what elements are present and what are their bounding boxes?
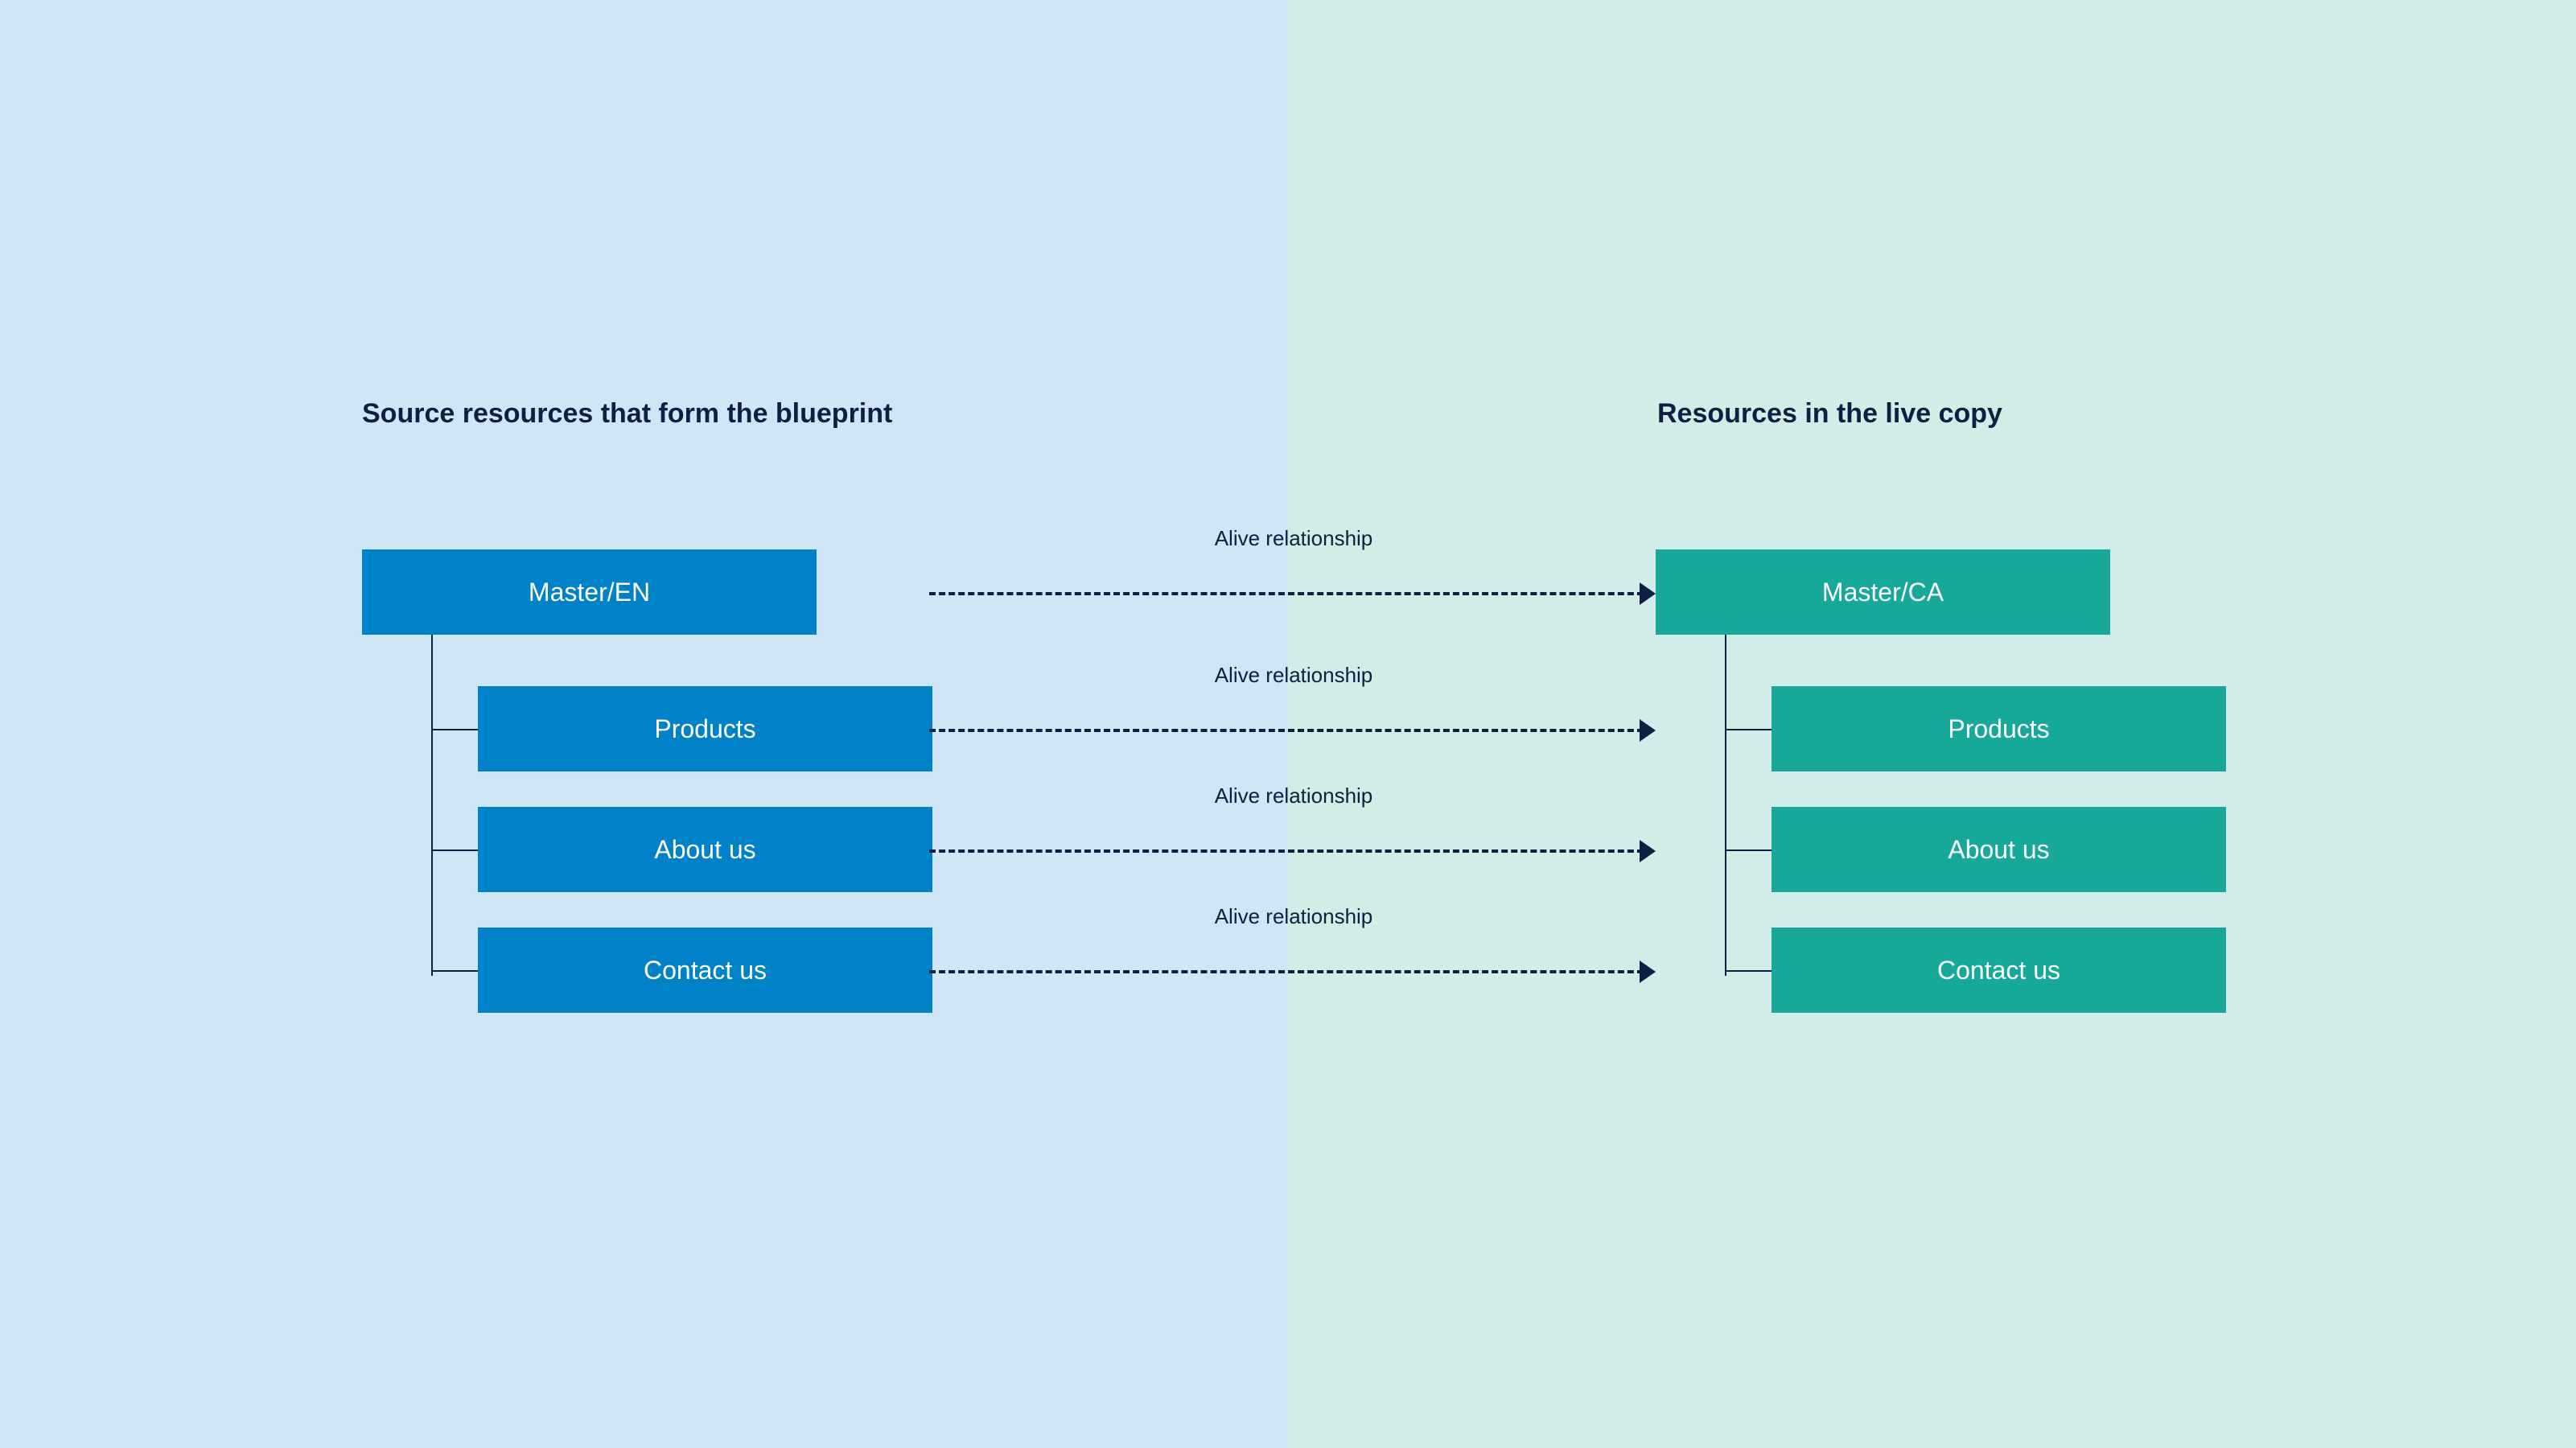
relationship-arrowhead-root xyxy=(1640,582,1656,605)
relationship-label-contact: Alive relationship xyxy=(1157,904,1430,929)
node-about-right[interactable]: About us xyxy=(1772,807,2226,892)
node-about-left-label: About us xyxy=(654,835,755,865)
tree-connector-branch-about-right xyxy=(1725,849,1772,851)
tree-connector-branch-products-right xyxy=(1725,729,1772,730)
relationship-arrowhead-products xyxy=(1640,719,1656,742)
node-master-ca-label: Master/CA xyxy=(1822,578,1944,607)
relationship-arrowhead-about xyxy=(1640,840,1656,862)
relationship-label-root: Alive relationship xyxy=(1157,526,1430,551)
node-contact-left[interactable]: Contact us xyxy=(478,928,932,1013)
node-contact-left-label: Contact us xyxy=(644,956,767,985)
relationship-arrow-root xyxy=(929,592,1653,595)
tree-connector-branch-contact-right xyxy=(1725,970,1772,972)
node-products-right-label: Products xyxy=(1948,714,2049,744)
node-about-left[interactable]: About us xyxy=(478,807,932,892)
node-contact-right-label: Contact us xyxy=(1937,956,2060,985)
tree-connector-branch-products-left xyxy=(431,729,478,730)
relationship-label-about: Alive relationship xyxy=(1157,784,1430,808)
relationship-label-products: Alive relationship xyxy=(1157,663,1430,688)
right-panel-title: Resources in the live copy xyxy=(1657,398,2002,430)
node-master-en-label: Master/EN xyxy=(529,578,650,607)
diagram-canvas: Source resources that form the blueprint… xyxy=(0,0,2576,1448)
node-master-ca[interactable]: Master/CA xyxy=(1656,549,2110,635)
relationship-arrow-contact xyxy=(929,970,1653,973)
relationship-arrowhead-contact xyxy=(1640,961,1656,983)
left-panel-title: Source resources that form the blueprint xyxy=(362,398,892,430)
tree-connector-vertical-right xyxy=(1725,635,1726,976)
node-contact-right[interactable]: Contact us xyxy=(1772,928,2226,1013)
relationship-arrow-products xyxy=(929,729,1653,732)
tree-connector-branch-contact-left xyxy=(431,970,478,972)
node-products-right[interactable]: Products xyxy=(1772,686,2226,771)
tree-connector-branch-about-left xyxy=(431,849,478,851)
node-master-en[interactable]: Master/EN xyxy=(362,549,817,635)
tree-connector-vertical-left xyxy=(431,635,433,976)
node-about-right-label: About us xyxy=(1948,835,2049,865)
node-products-left-label: Products xyxy=(654,714,755,744)
node-products-left[interactable]: Products xyxy=(478,686,932,771)
relationship-arrow-about xyxy=(929,849,1653,853)
